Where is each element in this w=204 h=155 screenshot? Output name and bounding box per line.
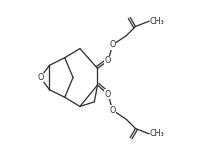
Text: O: O bbox=[105, 56, 111, 65]
Text: O: O bbox=[37, 73, 43, 82]
Text: O: O bbox=[110, 40, 116, 49]
Text: CH₃: CH₃ bbox=[150, 128, 165, 137]
Text: O: O bbox=[105, 90, 111, 99]
Text: O: O bbox=[110, 106, 116, 115]
Text: CH₃: CH₃ bbox=[150, 18, 165, 27]
